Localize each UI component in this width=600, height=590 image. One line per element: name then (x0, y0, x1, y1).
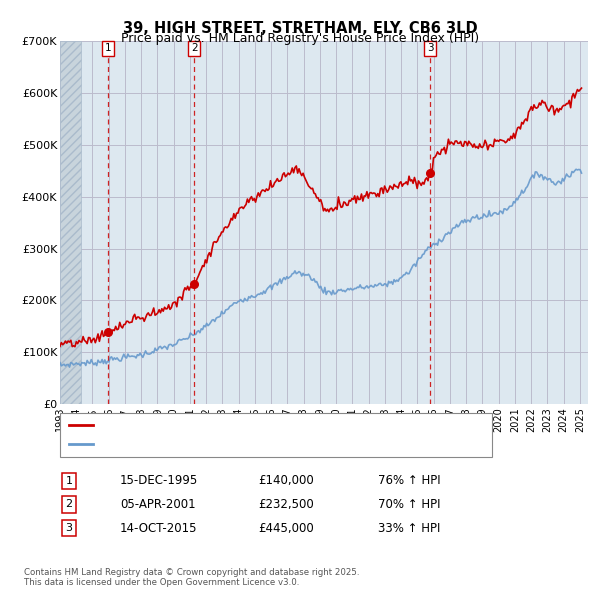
Text: 15-DEC-1995: 15-DEC-1995 (120, 474, 198, 487)
Text: 39, HIGH STREET, STRETHAM, ELY, CB6 3LD (detached house): 39, HIGH STREET, STRETHAM, ELY, CB6 3LD … (99, 420, 438, 430)
Text: £445,000: £445,000 (258, 522, 314, 535)
Text: 05-APR-2001: 05-APR-2001 (120, 498, 196, 511)
Text: 14-OCT-2015: 14-OCT-2015 (120, 522, 197, 535)
Text: HPI: Average price, detached house, East Cambridgeshire: HPI: Average price, detached house, East… (99, 440, 415, 449)
Text: 70% ↑ HPI: 70% ↑ HPI (378, 498, 440, 511)
Text: Contains HM Land Registry data © Crown copyright and database right 2025.
This d: Contains HM Land Registry data © Crown c… (24, 568, 359, 587)
Text: 3: 3 (427, 43, 434, 53)
Text: £232,500: £232,500 (258, 498, 314, 511)
Text: 3: 3 (65, 523, 73, 533)
Text: 76% ↑ HPI: 76% ↑ HPI (378, 474, 440, 487)
Text: 33% ↑ HPI: 33% ↑ HPI (378, 522, 440, 535)
Text: £140,000: £140,000 (258, 474, 314, 487)
Text: 39, HIGH STREET, STRETHAM, ELY, CB6 3LD: 39, HIGH STREET, STRETHAM, ELY, CB6 3LD (122, 21, 478, 35)
Text: 2: 2 (191, 43, 197, 53)
Text: 2: 2 (65, 500, 73, 509)
Text: 1: 1 (65, 476, 73, 486)
Text: Price paid vs. HM Land Registry's House Price Index (HPI): Price paid vs. HM Land Registry's House … (121, 32, 479, 45)
Text: 1: 1 (105, 43, 112, 53)
